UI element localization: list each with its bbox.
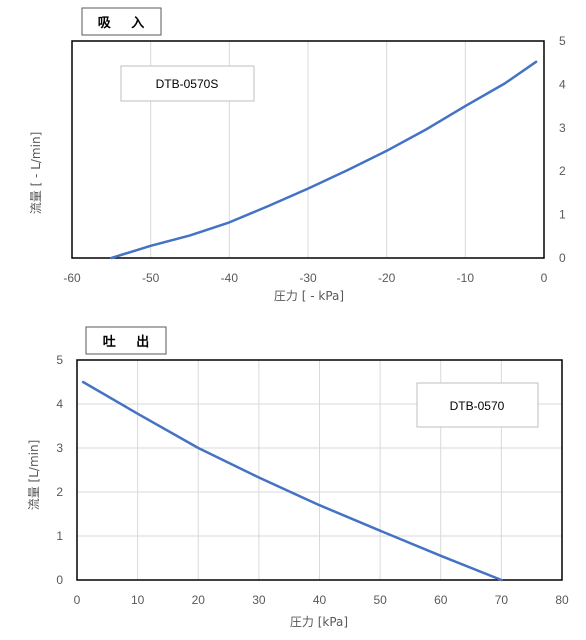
discharge-legend-label: DTB-0570 [450, 399, 505, 413]
suction-x-tick-label: -20 [378, 271, 396, 285]
discharge-series-line [81, 380, 503, 582]
suction-plot-frame [71, 40, 545, 259]
suction-y-tick-label: 0 [559, 251, 566, 265]
suction-chart: 吸 入 DTB-0570S -60 -50 -40 -30 -20 -10 0 0 1 2 3 4 5… [29, 7, 566, 303]
discharge-y-tick-label: 2 [56, 485, 63, 499]
discharge-x-tick-label: 70 [495, 593, 509, 607]
discharge-y-tick-label: 1 [56, 529, 63, 543]
discharge-y-axis-label: 流量 [L/min] [27, 440, 41, 511]
suction-series-line [110, 60, 538, 260]
discharge-y-tick-label: 4 [56, 397, 63, 411]
suction-y-tick-label: 3 [559, 121, 566, 135]
discharge-title-box [85, 326, 167, 355]
discharge-x-tick-label: 80 [555, 593, 569, 607]
suction-x-ticks: -60 -50 -40 -30 -20 -10 0 [63, 271, 547, 285]
suction-legend-label: DTB-0570S [156, 77, 219, 91]
discharge-x-tick-label: 0 [74, 593, 81, 607]
discharge-x-tick-label: 10 [131, 593, 145, 607]
suction-x-axis-label: 圧力 [ - kPa] [274, 289, 344, 303]
suction-x-tick-label: -30 [299, 271, 317, 285]
discharge-legend-box: DTB-0570 [416, 382, 539, 428]
discharge-gridlines [77, 360, 562, 580]
suction-y-ticks: 0 1 2 3 4 5 [559, 34, 566, 265]
discharge-plot-frame [76, 359, 563, 581]
suction-y-tick-label: 5 [559, 34, 566, 48]
suction-x-tick-label: -10 [457, 271, 475, 285]
discharge-x-tick-label: 30 [252, 593, 266, 607]
suction-title-box [81, 7, 162, 36]
discharge-y-tick-label: 5 [56, 353, 63, 367]
discharge-x-tick-label: 20 [192, 593, 206, 607]
suction-x-tick-label: 0 [541, 271, 548, 285]
discharge-x-axis-label: 圧力 [kPa] [290, 615, 348, 629]
suction-y-tick-label: 1 [559, 208, 566, 222]
suction-x-tick-label: -40 [221, 271, 239, 285]
suction-y-tick-label: 4 [559, 77, 566, 91]
suction-x-tick-label: -50 [142, 271, 160, 285]
discharge-title: 吐 出 [103, 334, 158, 350]
suction-legend-box: DTB-0570S [120, 65, 255, 102]
suction-x-tick-label: -60 [63, 271, 81, 285]
suction-y-tick-label: 2 [559, 164, 566, 178]
suction-title: 吸 入 [98, 16, 153, 31]
discharge-x-tick-label: 60 [434, 593, 448, 607]
discharge-y-tick-label: 0 [56, 573, 63, 587]
discharge-chart: 吐 出 DTB-0570 0 10 20 30 40 50 60 70 80 0 1 2 3 4 5 圧力… [27, 326, 569, 629]
discharge-x-tick-label: 50 [373, 593, 387, 607]
discharge-y-tick-label: 3 [56, 441, 63, 455]
discharge-y-ticks: 0 1 2 3 4 5 [56, 353, 63, 587]
discharge-x-ticks: 0 10 20 30 40 50 60 70 80 [74, 593, 569, 607]
suction-y-axis-label: 流量 [ - L/min] [29, 132, 43, 215]
discharge-x-tick-label: 40 [313, 593, 327, 607]
